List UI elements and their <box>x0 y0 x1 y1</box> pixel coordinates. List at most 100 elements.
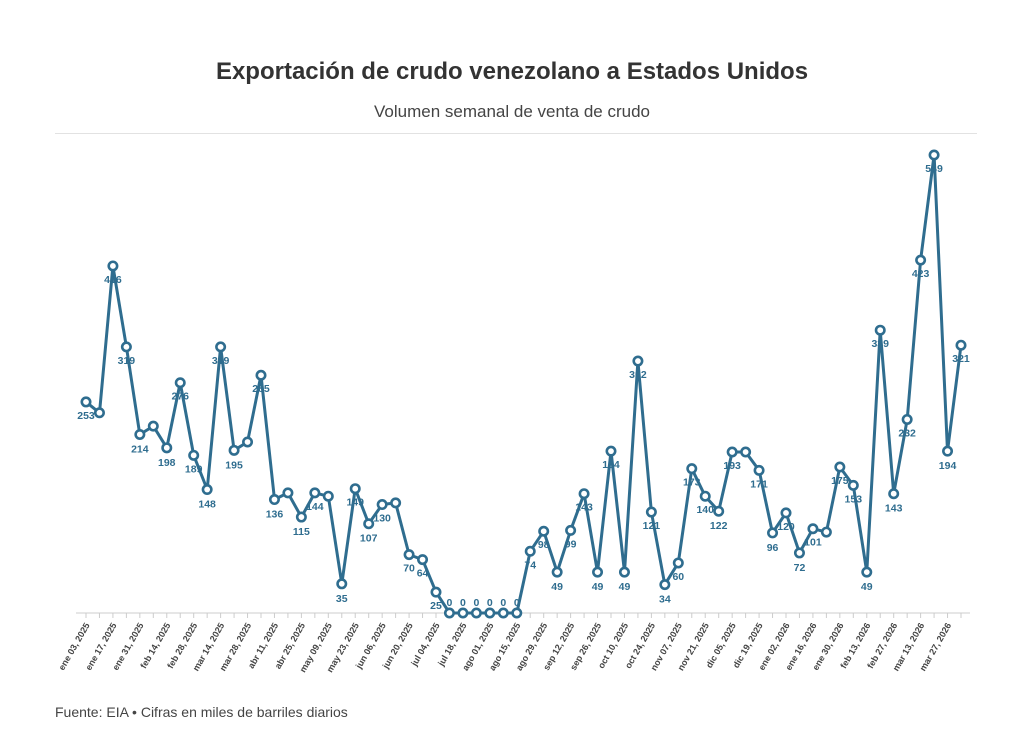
data-label: 49 <box>861 581 873 593</box>
data-point <box>686 463 698 475</box>
data-point <box>443 607 455 619</box>
data-label: 276 <box>171 391 189 403</box>
data-label: 115 <box>293 526 310 538</box>
data-label: 99 <box>565 538 577 550</box>
data-point <box>834 461 846 473</box>
data-point <box>336 578 348 590</box>
data-point <box>551 566 563 578</box>
data-point <box>242 436 254 448</box>
data-label: 34 <box>659 594 671 606</box>
data-label: 171 <box>750 478 768 490</box>
data-label: 122 <box>710 520 728 532</box>
data-label: 144 <box>306 501 324 513</box>
data-point <box>188 449 200 461</box>
data-label: 0 <box>500 597 506 609</box>
data-point <box>928 149 940 161</box>
data-point <box>134 428 146 440</box>
data-label: 319 <box>118 355 136 367</box>
data-point <box>659 579 671 591</box>
data-point <box>740 446 752 458</box>
data-point <box>605 445 617 457</box>
data-point <box>363 518 375 530</box>
data-point <box>820 526 832 538</box>
data-point <box>107 260 119 272</box>
data-point <box>376 499 388 511</box>
data-label: 136 <box>266 509 284 521</box>
series-line <box>85 153 963 615</box>
data-label: 253 <box>77 410 95 422</box>
data-point <box>713 505 725 517</box>
data-point <box>888 488 900 500</box>
data-point <box>161 442 173 454</box>
data-labels: 253 416 319 214 198 276 189 148 319 195 285 136 115 1… <box>77 163 970 612</box>
data-label: 0 <box>473 597 479 609</box>
data-point <box>201 484 213 496</box>
data-point <box>309 487 321 499</box>
chart-subtitle: Volumen semanal de venta de crudo <box>374 102 650 121</box>
data-point <box>282 487 294 499</box>
data-label: 72 <box>794 562 806 574</box>
title-divider <box>55 133 977 134</box>
data-point <box>228 444 240 456</box>
data-label: 74 <box>524 559 536 571</box>
series-line-layer <box>85 153 963 615</box>
data-point <box>80 396 92 408</box>
data-label: 70 <box>403 563 415 575</box>
data-point <box>268 494 280 506</box>
data-point <box>807 523 819 535</box>
data-point <box>538 525 550 537</box>
data-label: 149 <box>346 497 364 509</box>
data-label: 143 <box>885 503 903 515</box>
data-point <box>767 527 779 539</box>
data-label: 285 <box>252 383 270 395</box>
data-label: 549 <box>925 163 943 175</box>
data-label: 198 <box>158 457 176 469</box>
data-label: 321 <box>952 353 970 365</box>
data-point <box>645 506 657 518</box>
data-point <box>120 341 132 353</box>
data-point <box>174 377 186 389</box>
data-point <box>565 524 577 536</box>
data-label: 189 <box>185 463 203 475</box>
data-label: 214 <box>131 443 149 455</box>
data-label: 96 <box>767 542 779 554</box>
data-point <box>942 445 954 457</box>
data-point <box>255 369 267 381</box>
data-label: 60 <box>672 571 684 583</box>
x-axis <box>76 612 970 618</box>
data-label: 0 <box>447 597 453 609</box>
data-label: 195 <box>225 459 243 471</box>
data-point <box>955 339 967 351</box>
data-label: 194 <box>939 460 957 472</box>
data-point <box>699 490 711 502</box>
data-point <box>901 413 913 425</box>
data-points <box>80 149 967 619</box>
data-label: 143 <box>575 502 593 514</box>
data-label: 193 <box>723 460 741 472</box>
data-label: 25 <box>430 600 442 612</box>
data-label: 130 <box>373 513 391 525</box>
data-label: 173 <box>683 477 701 489</box>
data-label: 153 <box>845 493 863 505</box>
data-label: 98 <box>538 539 550 551</box>
data-label: 319 <box>212 355 230 367</box>
data-label: 148 <box>198 499 216 511</box>
data-point <box>780 507 792 519</box>
data-point <box>726 446 738 458</box>
data-label: 64 <box>417 568 429 580</box>
data-point <box>592 566 604 578</box>
data-point <box>618 566 630 578</box>
data-point <box>295 511 307 523</box>
data-point <box>632 355 644 367</box>
data-label: 101 <box>804 537 822 549</box>
data-point <box>349 483 361 495</box>
data-point <box>147 420 159 432</box>
data-label: 120 <box>777 521 795 533</box>
data-label: 339 <box>871 338 889 350</box>
data-point <box>484 607 496 619</box>
data-point <box>847 479 859 491</box>
data-point <box>457 607 469 619</box>
data-label: 0 <box>487 597 493 609</box>
source-note: Fuente: EIA • Cifras en miles de barrile… <box>55 704 348 720</box>
